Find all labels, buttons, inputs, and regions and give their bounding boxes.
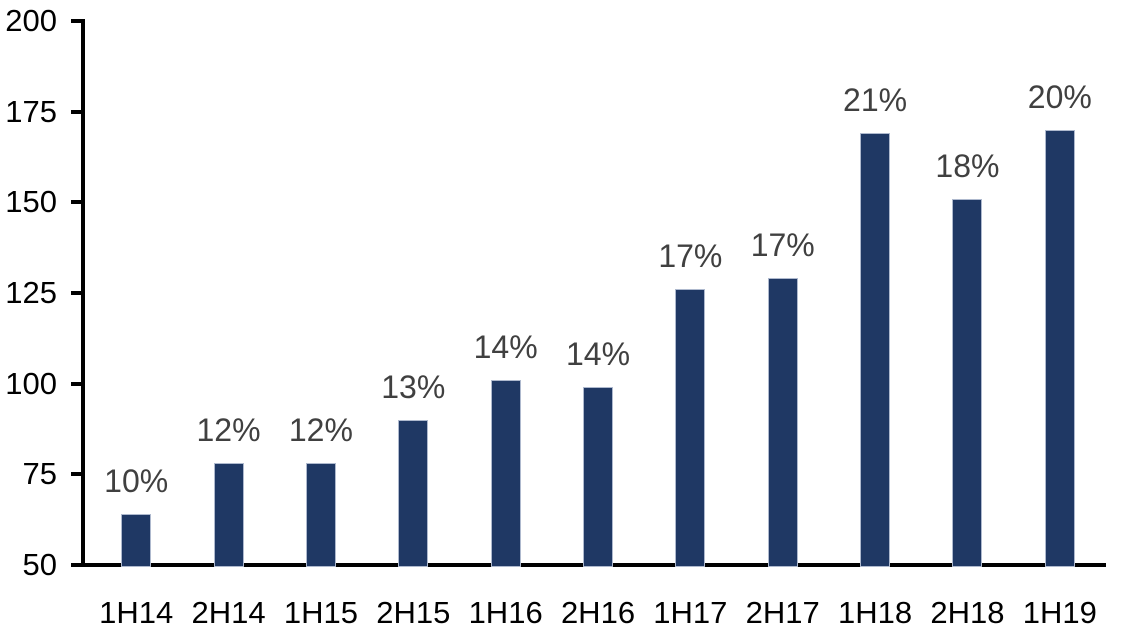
- bar-value-label: 18%: [935, 147, 1000, 184]
- bar-1H19: [1044, 129, 1075, 567]
- y-tick-label: 200: [5, 3, 57, 38]
- x-tick-label: 1H15: [283, 595, 358, 630]
- x-tick-label: 1H19: [1022, 595, 1097, 630]
- bar-2H16: [583, 387, 613, 567]
- bar-1H17: [675, 289, 706, 567]
- y-tick-mark: [71, 381, 81, 386]
- bar-value-label: 12%: [196, 412, 261, 449]
- x-tick-label: 1H17: [653, 595, 728, 630]
- bar-value-label: 14%: [565, 336, 631, 373]
- bar-1H14: [121, 514, 152, 567]
- x-tick-label: 2H18: [930, 595, 1005, 630]
- y-tick-mark: [71, 200, 81, 205]
- x-tick-label: 1H16: [468, 595, 543, 630]
- y-tick-mark: [71, 19, 81, 23]
- bar-value-label: 20%: [1027, 78, 1092, 115]
- bar-value-label: 12%: [288, 412, 353, 449]
- y-tick-mark: [71, 563, 81, 567]
- x-tick-label: 2H16: [560, 595, 636, 630]
- x-tick-label: 1H18: [838, 595, 913, 630]
- y-tick-label: 75: [22, 456, 57, 492]
- y-tick-mark: [71, 291, 81, 295]
- bar-2H15: [398, 419, 429, 567]
- bar-value-label: 21%: [843, 82, 908, 119]
- y-axis-line: [81, 19, 85, 567]
- bar-2H18: [952, 198, 983, 567]
- y-tick-mark: [71, 109, 81, 114]
- bar-value-label: 13%: [381, 368, 446, 405]
- bar-1H15: [305, 463, 336, 567]
- bar-1H18: [860, 133, 891, 567]
- x-tick-label: 2H14: [191, 595, 266, 630]
- y-tick-label: 175: [5, 93, 57, 129]
- bar-value-label: 10%: [104, 463, 169, 500]
- x-tick-label: 2H15: [376, 595, 451, 630]
- y-tick-label: 125: [5, 275, 57, 310]
- bar-value-label: 14%: [473, 329, 538, 366]
- bar-2H17: [767, 278, 798, 567]
- y-tick-label: 50: [22, 547, 57, 582]
- y-tick-label: 100: [5, 365, 57, 401]
- bar-2H14: [213, 463, 244, 567]
- bar-value-label: 17%: [750, 227, 815, 264]
- bar-1H16: [490, 380, 521, 567]
- y-tick-mark: [71, 472, 81, 477]
- bar-value-label: 17%: [658, 238, 723, 275]
- y-tick-label: 150: [5, 184, 57, 220]
- x-tick-label: 2H17: [745, 595, 820, 630]
- x-tick-label: 1H14: [99, 595, 174, 630]
